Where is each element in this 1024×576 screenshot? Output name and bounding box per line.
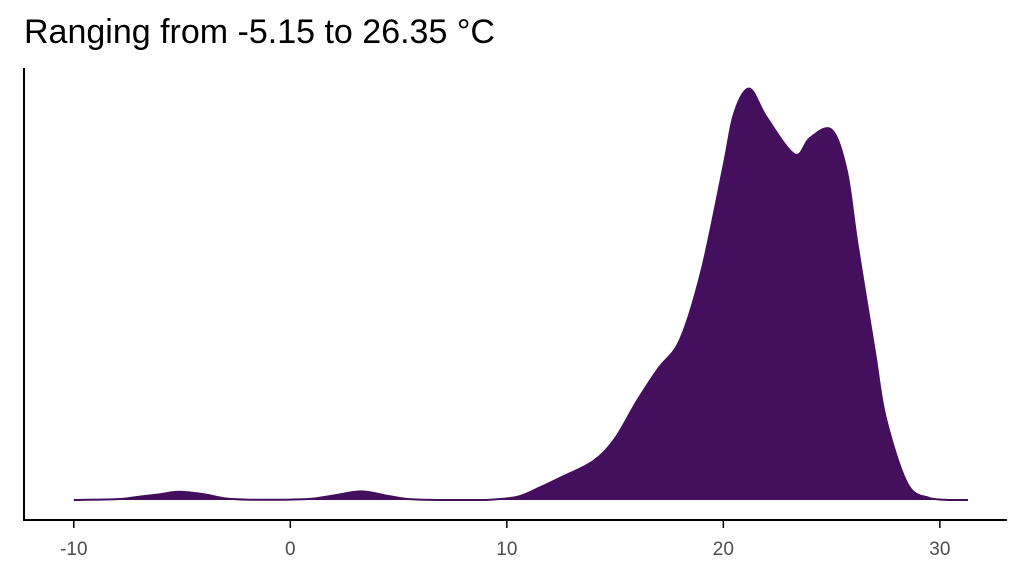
x-tick-label: 10: [496, 539, 517, 560]
chart-title: Ranging from -5.15 to 26.35 °C: [24, 13, 495, 51]
x-tick-label: 0: [285, 539, 296, 560]
x-tick-label: 30: [929, 539, 950, 560]
x-axis-ticks: -10 0 10 20 30: [60, 520, 950, 560]
density-outline-0: [73, 87, 969, 502]
density-area-0: [73, 88, 969, 500]
x-tick-label: 20: [713, 539, 734, 560]
x-tick-label: -10: [60, 539, 87, 560]
plot-area: [73, 87, 969, 502]
